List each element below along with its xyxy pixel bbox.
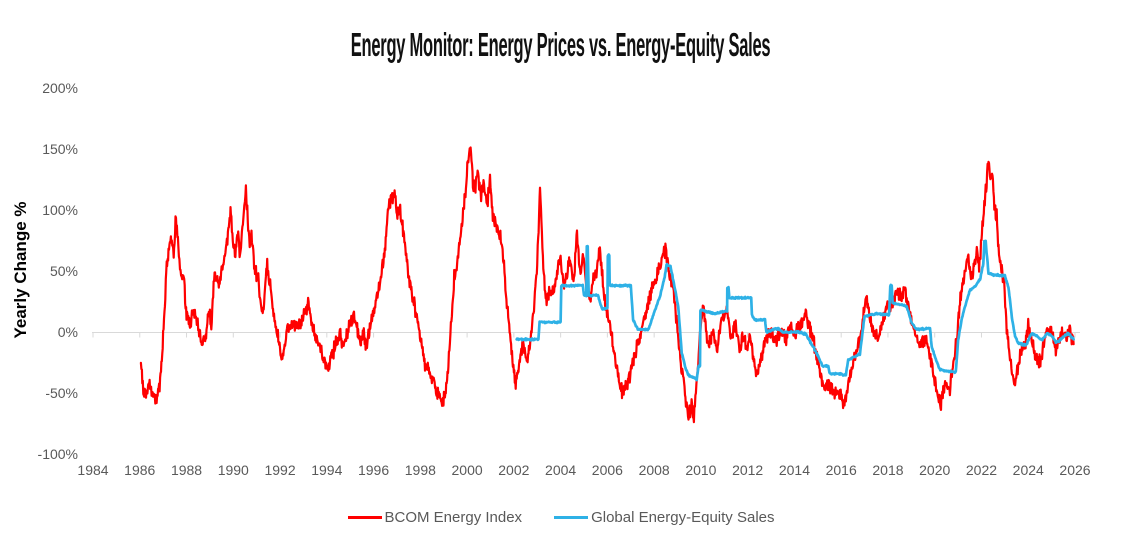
x-tick-label: 1990 — [217, 462, 249, 478]
legend: BCOM Energy Index Global Energy-Equity Sa… — [0, 509, 1122, 526]
legend-label: Global Energy-Equity Sales — [591, 509, 775, 526]
legend-swatch — [347, 516, 382, 519]
chart-title: Energy Monitor: Energy Prices vs. Energy… — [0, 26, 1122, 64]
y-tick-label: 150% — [42, 141, 78, 157]
y-tick-label: 0% — [57, 324, 78, 340]
x-tick-label: 1992 — [264, 462, 296, 478]
x-tick-label: 2008 — [638, 462, 670, 478]
global-energy-equity-sales-line — [515, 239, 1075, 382]
x-tick-label: 1994 — [311, 462, 343, 478]
x-tick-label: 1988 — [170, 462, 203, 478]
x-tick-label: 1998 — [404, 462, 436, 478]
y-tick-label: 50% — [49, 263, 78, 279]
x-tick-label: 2016 — [825, 462, 857, 478]
x-tick-label: 2010 — [685, 462, 717, 478]
x-tick-label: 1996 — [357, 462, 390, 478]
x-tick-label: 2002 — [498, 462, 530, 478]
legend-item: Global Energy-Equity Sales — [554, 509, 775, 526]
chart-title-text: Energy Monitor: Energy Prices vs. Energy… — [351, 26, 771, 63]
x-tick-label: 2024 — [1012, 462, 1044, 478]
x-tick-label: 2018 — [872, 462, 904, 478]
x-tick-label: 2022 — [965, 462, 998, 478]
x-tick-label: 2000 — [451, 462, 483, 478]
x-tick-label: 2012 — [732, 462, 764, 478]
legend-label: BCOM Energy Index — [384, 509, 523, 526]
x-tick-label: 2020 — [919, 462, 951, 478]
y-tick-label: -50% — [45, 385, 78, 401]
legend-item: BCOM Energy Index — [347, 509, 523, 526]
x-tick-label: 2026 — [1059, 462, 1091, 478]
y-tick-label: -100% — [37, 446, 78, 462]
x-tick-label: 1986 — [124, 462, 156, 478]
legend-swatch — [554, 516, 589, 519]
bcom-energy-index-line — [139, 146, 1075, 424]
x-tick-label: 2014 — [778, 462, 810, 478]
y-tick-label: 200% — [42, 80, 78, 96]
y-tick-label: 100% — [42, 202, 78, 218]
x-tick-label: 1984 — [77, 462, 109, 478]
x-tick-label: 2004 — [545, 462, 577, 478]
x-tick-label: 2006 — [591, 462, 623, 478]
